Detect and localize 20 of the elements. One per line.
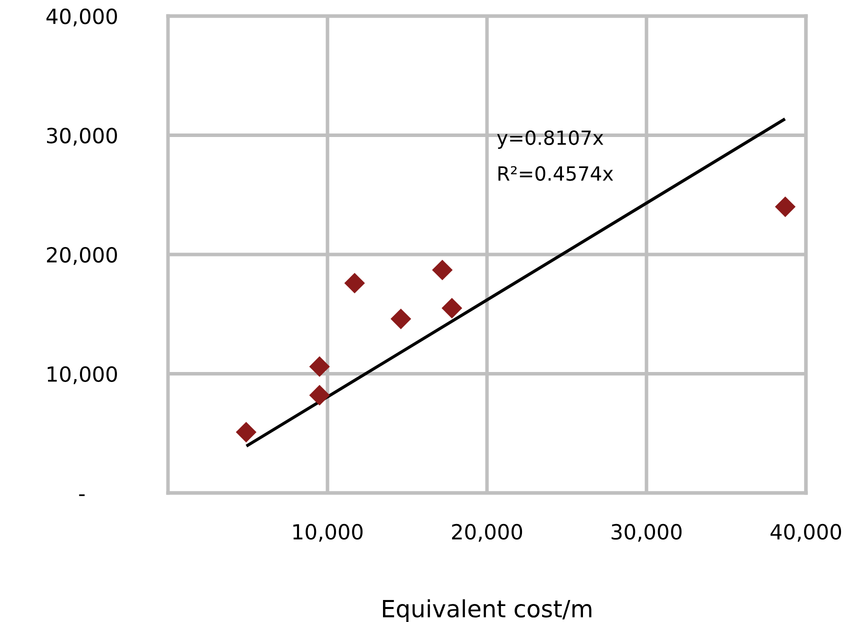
x-axis-title: Equivalent cost/m <box>383 599 592 622</box>
point <box>774 196 796 218</box>
y-tick-label: - <box>79 494 85 496</box>
y-tick-label: 40,000 <box>46 8 117 26</box>
x-tick-label: 30,000 <box>612 524 682 542</box>
point <box>309 384 330 406</box>
x-tick-label: 10,000 <box>293 524 363 542</box>
point <box>344 272 365 294</box>
annotation: y=0.8107x <box>497 130 604 149</box>
point <box>309 356 330 377</box>
x-tick-label: 40,000 <box>770 524 842 542</box>
y-tick-label: 10,000 <box>48 366 117 384</box>
point <box>236 422 256 442</box>
y-tick-label: 20,000 <box>46 246 117 265</box>
y-tick-label: 30,000 <box>47 128 117 146</box>
annotation: R²=0.4574x <box>498 166 614 181</box>
point <box>432 260 453 280</box>
x-tick-label: 20,000 <box>452 524 522 542</box>
point <box>442 298 462 318</box>
point <box>390 308 412 330</box>
